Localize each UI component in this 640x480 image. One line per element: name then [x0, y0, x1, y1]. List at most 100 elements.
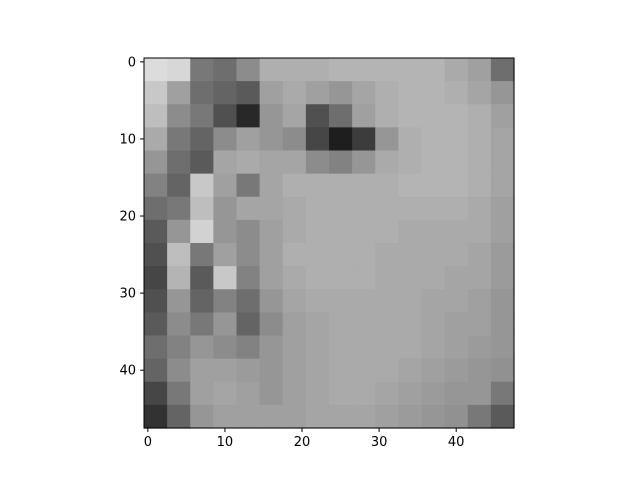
pixel-cell [213, 312, 238, 337]
pixel-cell [167, 219, 191, 244]
pixel-cell [190, 312, 214, 337]
pixel-cell [259, 127, 284, 152]
pixel-cell [467, 335, 492, 360]
pixel-cell [398, 81, 423, 105]
pixel-cell [329, 58, 353, 82]
pixel-cell [421, 381, 446, 406]
pixel-cell [236, 196, 261, 221]
pixel-cell [236, 127, 261, 152]
pixel-cell [352, 219, 376, 244]
pixel-cell [375, 127, 399, 152]
pixel-cell [282, 58, 307, 82]
pixel-cell [352, 104, 376, 128]
pixel-cell [144, 81, 168, 105]
pixel-cell [398, 104, 423, 128]
pixel-cell [444, 358, 469, 383]
pixel-cell [329, 404, 353, 429]
pixel-cell [490, 58, 515, 82]
pixel-cell [259, 381, 284, 406]
pixel-cell [444, 196, 469, 221]
pixel-cell [444, 58, 469, 82]
pixel-cell [282, 219, 307, 244]
pixel-cell [421, 196, 446, 221]
pixel-cell [190, 58, 214, 82]
pixel-cell [213, 81, 238, 105]
pixel-cell [167, 289, 191, 313]
pixel-cell [352, 243, 376, 267]
pixel-cell [190, 104, 214, 128]
pixel-cell [398, 358, 423, 383]
pixel-cell [375, 266, 399, 290]
pixel-cell [305, 173, 330, 198]
pixel-cell [190, 358, 214, 383]
pixel-cell [236, 81, 261, 105]
pixel-cell [329, 173, 353, 198]
pixel-cell [236, 243, 261, 267]
pixel-cell [467, 81, 492, 105]
pixel-cell [305, 150, 330, 175]
pixel-cell [190, 266, 214, 290]
pixel-cell [167, 173, 191, 198]
pixel-cell [190, 289, 214, 313]
pixel-cell [375, 312, 399, 337]
pixel-cell [144, 173, 168, 198]
pixel-cell [467, 243, 492, 267]
pixel-cell [329, 312, 353, 337]
pixel-cell [213, 58, 238, 82]
x-axis: 0 10 20 30 40 [144, 428, 464, 450]
pixel-cell [167, 381, 191, 406]
pixel-cell [144, 243, 168, 267]
pixel-cell [352, 289, 376, 313]
pixel-cell [282, 243, 307, 267]
pixel-cell [259, 150, 284, 175]
pixel-cell [398, 335, 423, 360]
pixel-cell [444, 173, 469, 198]
pixel-cell [490, 127, 515, 152]
pixel-cell [329, 219, 353, 244]
pixel-cell [352, 312, 376, 337]
pixel-cell [167, 104, 191, 128]
pixel-cell [305, 312, 330, 337]
pixel-cell [421, 404, 446, 429]
pixel-cell [467, 58, 492, 82]
pixel-cell [259, 219, 284, 244]
pixel-cell [144, 150, 168, 175]
pixel-cell [259, 312, 284, 337]
pixel-cell [490, 381, 515, 406]
pixel-cell [398, 196, 423, 221]
pixel-cell [236, 312, 261, 337]
pixel-cell [144, 312, 168, 337]
y-tick-label: 20 [119, 210, 136, 225]
pixel-cell [329, 358, 353, 383]
pixel-cell [213, 219, 238, 244]
pixel-cell [259, 243, 284, 267]
pixel-cell [467, 127, 492, 152]
pixel-cell [421, 150, 446, 175]
pixel-cell [167, 58, 191, 82]
pixel-cell [490, 173, 515, 198]
pixel-cell [167, 404, 191, 429]
pixel-cell [375, 58, 399, 82]
pixel-cell [167, 266, 191, 290]
pixel-cell [329, 335, 353, 360]
pixel-cell [329, 150, 353, 175]
pixel-cell [352, 127, 376, 152]
pixel-cell [375, 289, 399, 313]
pixel-cell [375, 150, 399, 175]
pixel-cell [305, 381, 330, 406]
pixel-cell [467, 196, 492, 221]
pixel-cell [305, 404, 330, 429]
pixel-cell [375, 81, 399, 105]
pixel-cell [213, 404, 238, 429]
pixel-cell [375, 381, 399, 406]
pixel-cell [467, 266, 492, 290]
pixel-cell [282, 127, 307, 152]
pixel-cell [259, 335, 284, 360]
pixel-cell [444, 81, 469, 105]
pixel-cell [167, 312, 191, 337]
pixel-cell [144, 58, 168, 82]
pixel-cell [213, 381, 238, 406]
pixel-cell [398, 219, 423, 244]
pixel-cell [398, 58, 423, 82]
